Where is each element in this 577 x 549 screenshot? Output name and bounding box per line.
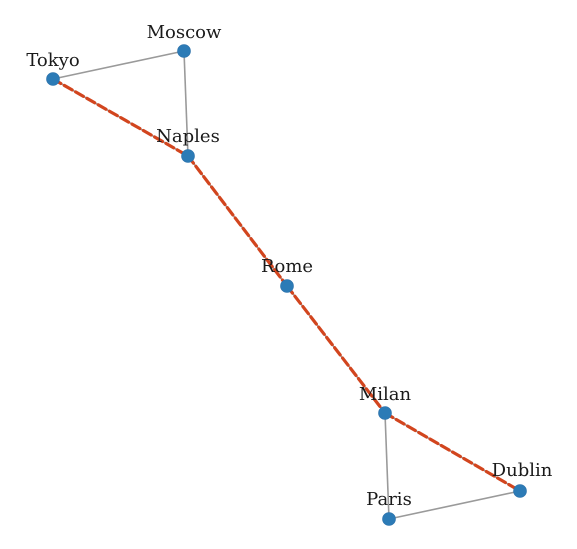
labels-layer: Tokyo Moscow Naples Rome Milan Dublin Paris — [26, 22, 552, 510]
node-naples[interactable] — [181, 149, 195, 163]
node-label-milan: Milan — [359, 384, 412, 405]
node-label-naples: Naples — [156, 126, 220, 147]
nodes-layer — [46, 44, 527, 526]
highlighted-path-layer — [51, 77, 522, 493]
node-rome[interactable] — [280, 279, 294, 293]
edge-moscow-naples — [183, 50, 189, 157]
path-edge-milan-dublin — [383, 411, 522, 493]
node-tokyo[interactable] — [46, 72, 60, 86]
node-label-dublin: Dublin — [492, 460, 553, 481]
path-edge-rome-milan — [285, 284, 387, 415]
path-edge-tokyo-naples — [51, 77, 190, 158]
node-milan[interactable] — [378, 406, 392, 420]
edge-milan-paris — [384, 412, 390, 520]
node-paris[interactable] — [382, 512, 396, 526]
node-label-paris: Paris — [366, 489, 412, 510]
edge-paris-dublin — [388, 490, 521, 520]
node-label-rome: Rome — [261, 256, 313, 277]
node-dublin[interactable] — [513, 484, 527, 498]
node-label-moscow: Moscow — [147, 22, 222, 43]
node-label-tokyo: Tokyo — [26, 50, 79, 71]
node-moscow[interactable] — [177, 44, 191, 58]
path-edge-naples-rome — [186, 154, 289, 288]
edge-tokyo-moscow — [52, 50, 185, 80]
